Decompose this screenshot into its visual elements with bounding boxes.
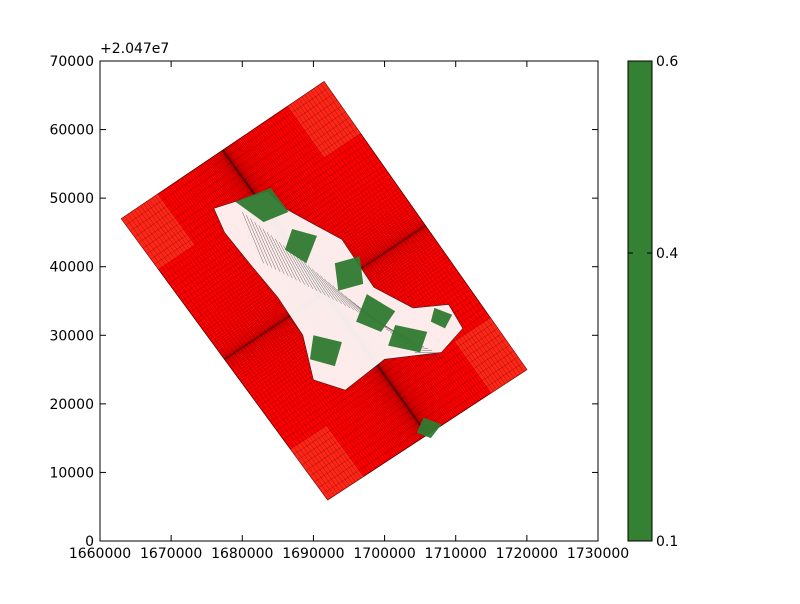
colorbar-fill	[628, 61, 652, 541]
x-tick-label: 1720000	[496, 546, 558, 562]
mesh-layer	[121, 82, 527, 500]
x-tick-label: 1680000	[211, 546, 273, 562]
x-tick-label: 1700000	[353, 546, 415, 562]
x-tick-label: 1670000	[140, 546, 202, 562]
colorbar-tick-label: 0.1	[656, 534, 678, 550]
x-tick-label: 1690000	[282, 546, 344, 562]
y-tick-label: 60000	[49, 123, 94, 139]
x-tick-label: 1710000	[425, 546, 487, 562]
y-tick-label: 50000	[49, 191, 94, 207]
y-tick-label: 70000	[49, 54, 94, 70]
x-tick-label: 1730000	[567, 546, 629, 562]
colorbar-tick-label: 0.6	[656, 54, 678, 70]
y-offset-label: +2.047e7	[100, 41, 169, 57]
y-tick-label: 40000	[49, 260, 94, 276]
colorbar-tick-label: 0.4	[656, 246, 678, 262]
y-tick-label: 10000	[49, 465, 94, 481]
y-tick-label: 30000	[49, 328, 94, 344]
y-tick-label: 20000	[49, 397, 94, 413]
y-tick-label: 0	[85, 534, 94, 550]
x-tick-label: 1660000	[69, 546, 131, 562]
colorbar: 0.1 0.4 0.6	[628, 54, 678, 550]
